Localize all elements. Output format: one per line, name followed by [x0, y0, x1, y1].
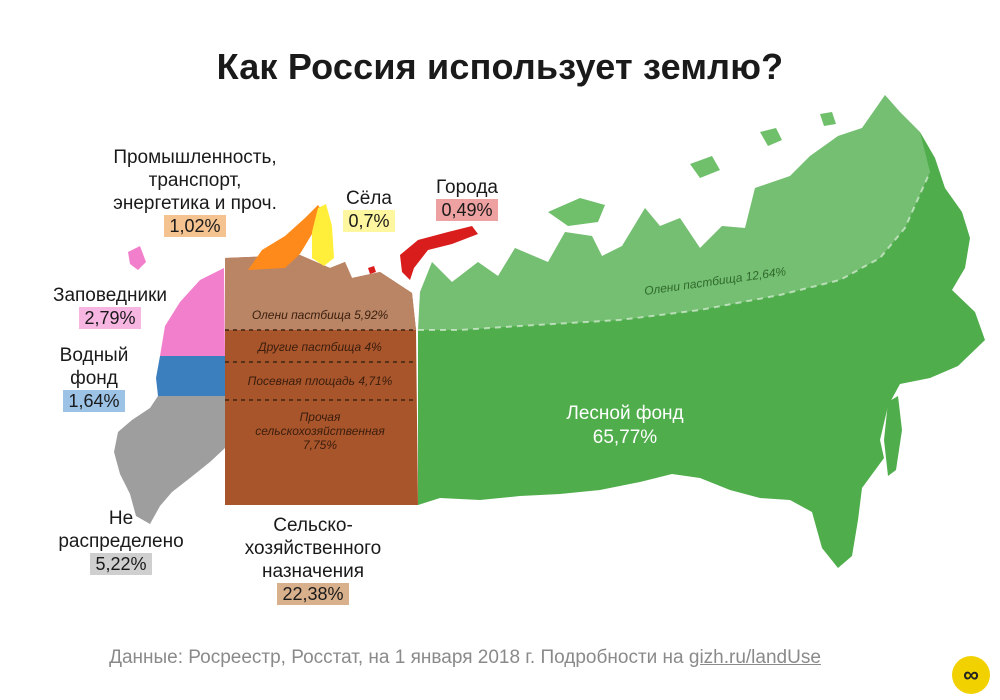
- reserves-region: [160, 268, 225, 356]
- unallocated-percent: 5,22%: [90, 553, 152, 575]
- unallocated-label: Не распределено 5,22%: [46, 507, 196, 576]
- water-label: Водный фонд 1,64%: [40, 344, 148, 413]
- reserves-island: [128, 246, 146, 270]
- cities-spot: [368, 266, 376, 274]
- agriculture-name: Сельско- хозяйственного назначения: [244, 515, 382, 582]
- reindeer-pasture-west-label: Олени пастбища 5,92%: [251, 308, 389, 322]
- water-name: Водный фонд: [59, 345, 129, 389]
- cities-label: Города 0,49%: [425, 176, 509, 222]
- agriculture-region: [225, 255, 418, 505]
- forest-percent: 65,77%: [592, 427, 658, 448]
- page-title: Как Россия использует землю?: [216, 46, 784, 87]
- source-text: Данные: Росреестр, Росстат, на 1 января …: [109, 647, 689, 668]
- cities-name: Города: [436, 177, 498, 198]
- brand-logo: ∞: [952, 656, 990, 694]
- arctic-islands: [548, 112, 836, 226]
- industry-region: [248, 205, 326, 270]
- unallocated-region: [114, 396, 225, 524]
- sown-area-label: Посевная площадь 4,71%: [247, 374, 393, 388]
- source-link[interactable]: gizh.ru/landUse: [688, 647, 821, 668]
- reserves-percent: 2,79%: [79, 307, 141, 329]
- forest-label: Лесной фонд 65,77%: [535, 402, 715, 450]
- other-pasture-label: Другие пастбища 4%: [258, 340, 382, 354]
- water-percent: 1,64%: [63, 390, 125, 412]
- unallocated-name: Не распределено: [58, 508, 184, 552]
- villages-region: [312, 204, 334, 266]
- forest-region: [418, 95, 985, 568]
- villages-name: Сёла: [346, 188, 392, 209]
- reindeer-pasture-edge: [418, 171, 931, 331]
- other-agriculture-label: Прочая сельскохозяйственная 7,75%: [255, 410, 385, 452]
- industry-name: Промышленность, транспорт, энергетика и …: [113, 147, 277, 214]
- industry-percent: 1,02%: [164, 215, 226, 237]
- villages-label: Сёла 0,7%: [334, 187, 404, 233]
- forest-name: Лесной фонд: [566, 403, 684, 424]
- kamchatka-peninsula: [900, 212, 955, 352]
- water-region: [156, 356, 225, 396]
- reserves-label: Заповедники 2,79%: [40, 284, 180, 330]
- reindeer-pasture-band: [418, 95, 930, 330]
- villages-percent: 0,7%: [343, 210, 395, 232]
- sakhalin-island: [884, 396, 902, 476]
- cities-region: [400, 226, 478, 280]
- agriculture-label: Сельско- хозяйственного назначения 22,38…: [228, 514, 398, 606]
- reserves-name: Заповедники: [52, 285, 168, 306]
- agriculture-percent: 22,38%: [277, 583, 349, 605]
- source-footer: Данные: Росреестр, Росстат, на 1 января …: [0, 647, 930, 669]
- industry-label: Промышленность, транспорт, энергетика и …: [95, 146, 295, 238]
- cities-percent: 0,49%: [436, 199, 498, 221]
